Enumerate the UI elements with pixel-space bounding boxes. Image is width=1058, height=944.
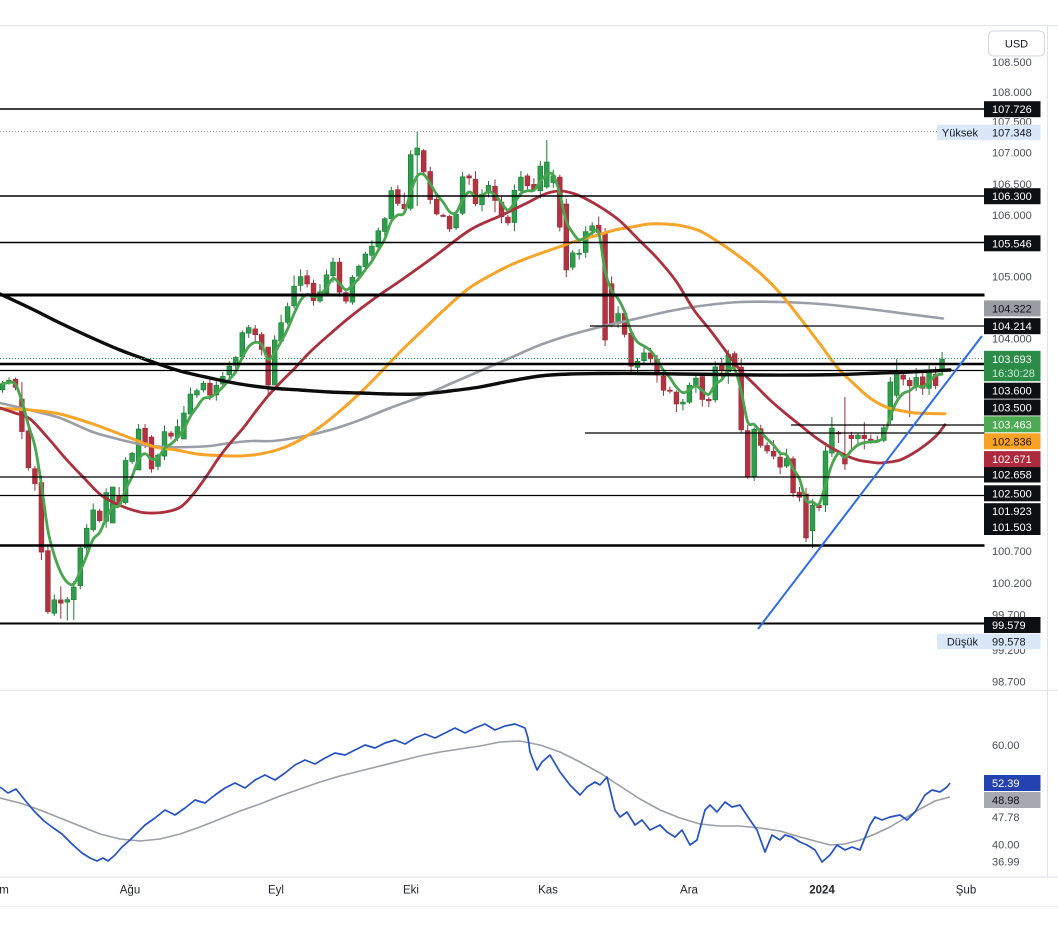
svg-text:Yüksek: Yüksek — [942, 127, 979, 139]
svg-text:100.200: 100.200 — [992, 578, 1032, 590]
svg-text:108.000: 108.000 — [992, 87, 1032, 99]
svg-text:Şub: Şub — [956, 885, 976, 897]
svg-text:107.000: 107.000 — [992, 147, 1032, 159]
svg-text:Eyl: Eyl — [268, 885, 284, 897]
svg-text:40.00: 40.00 — [992, 839, 1020, 851]
svg-text:102.671: 102.671 — [992, 454, 1032, 466]
svg-text:105.546: 105.546 — [992, 238, 1032, 250]
svg-text:103.600: 103.600 — [992, 386, 1032, 398]
svg-text:101.503: 101.503 — [992, 522, 1032, 534]
svg-text:52.39: 52.39 — [992, 778, 1020, 790]
svg-text:102.500: 102.500 — [992, 488, 1032, 500]
svg-text:48.98: 48.98 — [992, 795, 1020, 807]
svg-text:60.00: 60.00 — [992, 740, 1020, 752]
svg-text:104.322: 104.322 — [992, 303, 1032, 315]
svg-text:108.500: 108.500 — [992, 57, 1032, 69]
svg-text:Düşük: Düşük — [947, 636, 979, 648]
svg-text:106.300: 106.300 — [992, 191, 1032, 203]
svg-text:107.726: 107.726 — [992, 104, 1032, 116]
svg-text:Tem: Tem — [0, 885, 9, 897]
svg-text:101.923: 101.923 — [992, 506, 1032, 518]
svg-text:103.693: 103.693 — [992, 354, 1032, 366]
svg-text:36.99: 36.99 — [992, 857, 1020, 869]
svg-text:99.578: 99.578 — [992, 636, 1026, 648]
svg-text:98.700: 98.700 — [992, 676, 1026, 688]
svg-text:106.500: 106.500 — [992, 179, 1032, 191]
svg-text:107.348: 107.348 — [992, 127, 1032, 139]
svg-text:47.78: 47.78 — [992, 812, 1020, 824]
svg-text:104.000: 104.000 — [992, 334, 1032, 346]
svg-text:Eki: Eki — [403, 885, 419, 897]
svg-text:16:30:28: 16:30:28 — [992, 368, 1035, 380]
svg-text:100.700: 100.700 — [992, 546, 1032, 558]
svg-text:103.463: 103.463 — [992, 419, 1032, 431]
svg-text:105.000: 105.000 — [992, 272, 1032, 284]
svg-text:102.836: 102.836 — [992, 436, 1032, 448]
svg-text:103.500: 103.500 — [992, 403, 1032, 415]
svg-text:Kas: Kas — [538, 885, 558, 897]
svg-text:USD: USD — [1005, 38, 1028, 50]
svg-text:104.214: 104.214 — [992, 321, 1032, 333]
svg-text:2024: 2024 — [809, 885, 835, 897]
svg-text:Ara: Ara — [680, 885, 699, 897]
svg-text:99.579: 99.579 — [992, 620, 1026, 632]
svg-text:106.000: 106.000 — [992, 210, 1032, 222]
svg-text:Ağu: Ağu — [120, 885, 140, 897]
svg-text:102.658: 102.658 — [992, 470, 1032, 482]
